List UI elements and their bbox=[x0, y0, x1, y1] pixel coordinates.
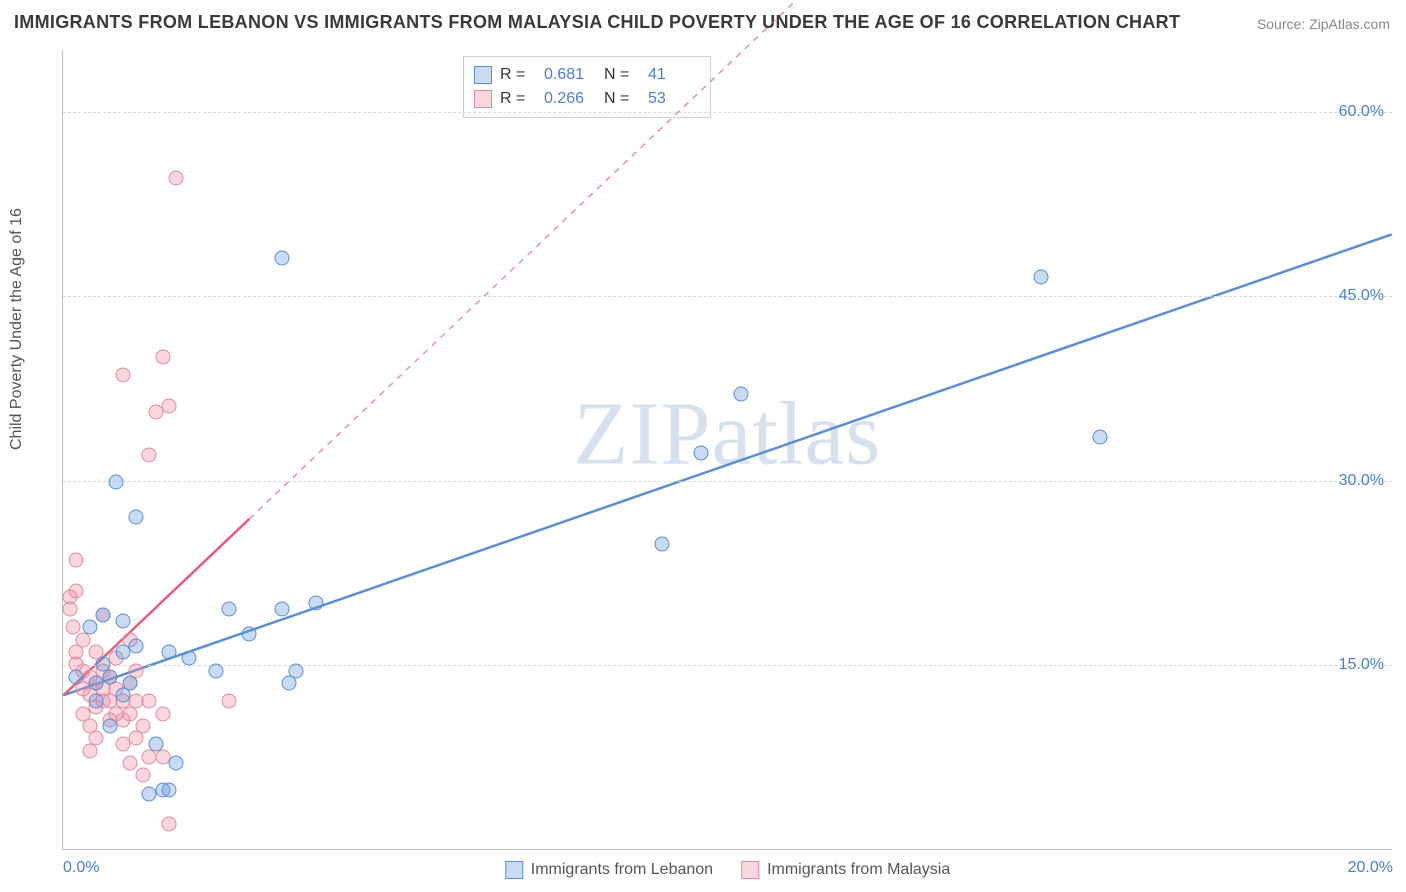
data-point bbox=[182, 651, 197, 666]
data-point bbox=[162, 782, 177, 797]
gridline bbox=[63, 665, 1392, 666]
r-value: 0.266 bbox=[544, 90, 596, 108]
y-tick-label: 60.0% bbox=[1339, 103, 1384, 121]
data-point bbox=[82, 620, 97, 635]
chart-title: IMMIGRANTS FROM LEBANON VS IMMIGRANTS FR… bbox=[14, 12, 1180, 33]
data-point bbox=[89, 694, 104, 709]
swatch-icon bbox=[505, 861, 523, 879]
data-point bbox=[275, 251, 290, 266]
trend-line-dashed bbox=[249, 0, 1391, 519]
gridline bbox=[63, 296, 1392, 297]
n-value: 41 bbox=[648, 66, 700, 84]
y-tick-label: 45.0% bbox=[1339, 287, 1384, 305]
data-point bbox=[69, 552, 84, 567]
gridline bbox=[63, 112, 1392, 113]
r-label: R = bbox=[500, 66, 536, 84]
data-point bbox=[222, 602, 237, 617]
legend-label: Immigrants from Malaysia bbox=[767, 861, 950, 879]
data-point bbox=[69, 583, 84, 598]
legend-label: Immigrants from Lebanon bbox=[531, 861, 713, 879]
legend-item: Immigrants from Malaysia bbox=[741, 861, 950, 879]
x-tick-label: 0.0% bbox=[63, 859, 99, 877]
data-point bbox=[155, 706, 170, 721]
data-point bbox=[135, 718, 150, 733]
data-point bbox=[149, 737, 164, 752]
watermark: ZIPatlas bbox=[574, 382, 882, 485]
r-value: 0.681 bbox=[544, 66, 596, 84]
y-tick-label: 30.0% bbox=[1339, 472, 1384, 490]
legend-item: Immigrants from Lebanon bbox=[505, 861, 713, 879]
x-tick-label: 20.0% bbox=[1348, 859, 1393, 877]
trend-lines-svg bbox=[63, 50, 1392, 849]
data-point bbox=[115, 614, 130, 629]
data-point bbox=[169, 755, 184, 770]
data-point bbox=[162, 817, 177, 832]
data-point bbox=[242, 626, 257, 641]
data-point bbox=[102, 669, 117, 684]
data-point bbox=[308, 595, 323, 610]
data-point bbox=[275, 602, 290, 617]
data-point bbox=[1093, 429, 1108, 444]
n-label: N = bbox=[604, 66, 640, 84]
data-point bbox=[162, 398, 177, 413]
data-point bbox=[135, 768, 150, 783]
data-point bbox=[208, 663, 223, 678]
data-point bbox=[142, 448, 157, 463]
y-tick-label: 15.0% bbox=[1339, 656, 1384, 674]
data-point bbox=[1033, 269, 1048, 284]
correlation-legend: R = 0.681 N = 41 R = 0.266 N = 53 bbox=[463, 56, 711, 118]
data-point bbox=[129, 638, 144, 653]
y-axis-label: Child Poverty Under the Age of 16 bbox=[8, 208, 26, 450]
gridline bbox=[63, 481, 1392, 482]
n-value: 53 bbox=[648, 90, 700, 108]
series-legend: Immigrants from Lebanon Immigrants from … bbox=[505, 861, 950, 879]
source-label: Source: ZipAtlas.com bbox=[1257, 16, 1390, 32]
legend-row: R = 0.681 N = 41 bbox=[474, 63, 700, 87]
swatch-icon bbox=[474, 66, 492, 84]
data-point bbox=[89, 731, 104, 746]
plot-area: ZIPatlas R = 0.681 N = 41 R = 0.266 N = … bbox=[62, 50, 1392, 850]
data-point bbox=[142, 694, 157, 709]
data-point bbox=[155, 349, 170, 364]
data-point bbox=[654, 536, 669, 551]
data-point bbox=[115, 368, 130, 383]
data-point bbox=[169, 171, 184, 186]
data-point bbox=[122, 755, 137, 770]
data-point bbox=[102, 718, 117, 733]
r-label: R = bbox=[500, 90, 536, 108]
data-point bbox=[694, 445, 709, 460]
n-label: N = bbox=[604, 90, 640, 108]
swatch-icon bbox=[741, 861, 759, 879]
data-point bbox=[95, 608, 110, 623]
data-point bbox=[122, 675, 137, 690]
data-point bbox=[734, 386, 749, 401]
data-point bbox=[222, 694, 237, 709]
data-point bbox=[129, 509, 144, 524]
data-point bbox=[69, 669, 84, 684]
data-point bbox=[288, 663, 303, 678]
legend-row: R = 0.266 N = 53 bbox=[474, 87, 700, 111]
swatch-icon bbox=[474, 90, 492, 108]
trend-line bbox=[63, 234, 1391, 695]
data-point bbox=[109, 475, 124, 490]
data-point bbox=[162, 645, 177, 660]
